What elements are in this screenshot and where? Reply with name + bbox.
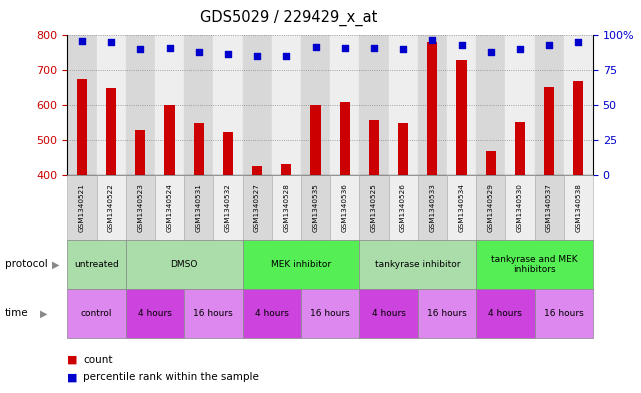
Bar bbox=[563, 35, 593, 175]
Text: GSM1340525: GSM1340525 bbox=[371, 183, 377, 232]
Text: GSM1340522: GSM1340522 bbox=[108, 183, 114, 232]
Text: untreated: untreated bbox=[74, 260, 119, 269]
Point bbox=[340, 45, 350, 51]
Text: 4 hours: 4 hours bbox=[372, 309, 406, 318]
Bar bbox=[544, 87, 554, 175]
Bar bbox=[573, 81, 583, 175]
Bar bbox=[310, 105, 320, 175]
Text: 16 hours: 16 hours bbox=[310, 309, 350, 318]
Point bbox=[106, 39, 116, 46]
Bar bbox=[184, 35, 213, 175]
Point bbox=[369, 45, 379, 51]
Bar bbox=[427, 42, 437, 175]
Text: 4 hours: 4 hours bbox=[254, 309, 288, 318]
Text: DMSO: DMSO bbox=[171, 260, 198, 269]
Point bbox=[544, 42, 554, 48]
Text: percentile rank within the sample: percentile rank within the sample bbox=[83, 372, 259, 382]
Bar bbox=[369, 120, 379, 175]
Text: 4 hours: 4 hours bbox=[488, 309, 522, 318]
Point bbox=[515, 46, 525, 52]
Bar bbox=[135, 130, 146, 175]
Point bbox=[398, 46, 408, 52]
Bar bbox=[447, 35, 476, 175]
Text: GSM1340524: GSM1340524 bbox=[167, 183, 172, 232]
Point bbox=[427, 37, 437, 43]
Text: tankyrase inhibitor: tankyrase inhibitor bbox=[375, 260, 460, 269]
Bar bbox=[281, 164, 292, 175]
Text: GSM1340528: GSM1340528 bbox=[283, 183, 289, 232]
Bar bbox=[505, 35, 535, 175]
Text: GSM1340521: GSM1340521 bbox=[79, 183, 85, 232]
Point bbox=[310, 43, 320, 50]
Text: GSM1340534: GSM1340534 bbox=[458, 183, 465, 232]
Bar bbox=[155, 35, 184, 175]
Point bbox=[194, 49, 204, 55]
Text: GSM1340523: GSM1340523 bbox=[137, 183, 144, 232]
Text: GSM1340538: GSM1340538 bbox=[576, 183, 581, 232]
Bar bbox=[340, 102, 350, 175]
Text: 16 hours: 16 hours bbox=[194, 309, 233, 318]
Bar bbox=[223, 132, 233, 175]
Text: GSM1340532: GSM1340532 bbox=[225, 183, 231, 232]
Text: protocol: protocol bbox=[5, 259, 48, 269]
Text: GSM1340526: GSM1340526 bbox=[400, 183, 406, 232]
Bar bbox=[535, 35, 563, 175]
Bar bbox=[213, 35, 242, 175]
Point bbox=[573, 39, 583, 46]
Text: GDS5029 / 229429_x_at: GDS5029 / 229429_x_at bbox=[200, 10, 377, 26]
Text: time: time bbox=[5, 309, 29, 318]
Text: 16 hours: 16 hours bbox=[427, 309, 467, 318]
Text: GSM1340536: GSM1340536 bbox=[342, 183, 347, 232]
Bar bbox=[126, 35, 155, 175]
Text: tankyrase and MEK
inhibitors: tankyrase and MEK inhibitors bbox=[491, 255, 578, 274]
Text: GSM1340530: GSM1340530 bbox=[517, 183, 523, 232]
Bar bbox=[67, 35, 97, 175]
Point bbox=[456, 42, 467, 48]
Point bbox=[164, 45, 174, 51]
Bar bbox=[301, 35, 330, 175]
Text: GSM1340537: GSM1340537 bbox=[546, 183, 552, 232]
Bar bbox=[272, 35, 301, 175]
Text: 4 hours: 4 hours bbox=[138, 309, 172, 318]
Text: control: control bbox=[81, 309, 112, 318]
Bar bbox=[360, 35, 388, 175]
Bar bbox=[418, 35, 447, 175]
Text: GSM1340535: GSM1340535 bbox=[313, 183, 319, 232]
Text: GSM1340529: GSM1340529 bbox=[488, 183, 494, 232]
Bar bbox=[456, 60, 467, 175]
Text: ■: ■ bbox=[67, 372, 78, 382]
Point bbox=[486, 49, 496, 55]
Point bbox=[223, 50, 233, 57]
Text: ▶: ▶ bbox=[52, 259, 60, 269]
Text: GSM1340533: GSM1340533 bbox=[429, 183, 435, 232]
Bar bbox=[164, 105, 174, 175]
Bar bbox=[388, 35, 418, 175]
Point bbox=[252, 53, 262, 59]
Bar bbox=[194, 123, 204, 175]
Text: GSM1340527: GSM1340527 bbox=[254, 183, 260, 232]
Bar bbox=[486, 151, 496, 175]
Bar bbox=[242, 35, 272, 175]
Text: count: count bbox=[83, 354, 113, 365]
Bar bbox=[515, 122, 525, 175]
Bar bbox=[398, 123, 408, 175]
Bar bbox=[77, 79, 87, 175]
Text: ▶: ▶ bbox=[40, 309, 47, 318]
Bar bbox=[97, 35, 126, 175]
Bar bbox=[330, 35, 360, 175]
Text: MEK inhibitor: MEK inhibitor bbox=[271, 260, 331, 269]
Bar bbox=[252, 166, 262, 175]
Point bbox=[77, 38, 87, 44]
Text: ■: ■ bbox=[67, 354, 78, 365]
Bar bbox=[106, 88, 116, 175]
Bar bbox=[476, 35, 505, 175]
Text: GSM1340531: GSM1340531 bbox=[196, 183, 202, 232]
Point bbox=[135, 46, 146, 52]
Text: 16 hours: 16 hours bbox=[544, 309, 583, 318]
Point bbox=[281, 53, 292, 59]
